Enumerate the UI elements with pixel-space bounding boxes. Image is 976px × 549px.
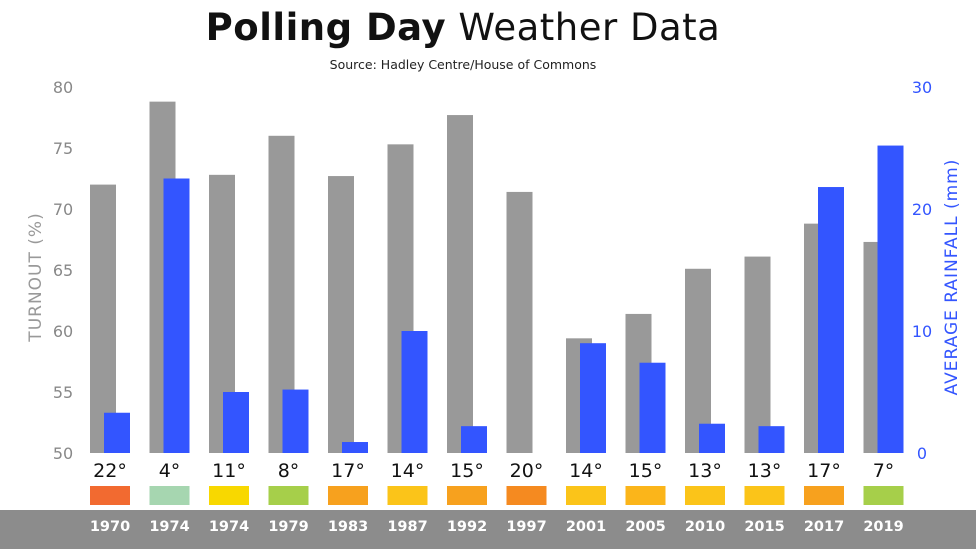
rainfall-bar [104, 412, 130, 453]
year-tick-label: 2019 [863, 519, 903, 535]
left-axis-tick-label: 75 [53, 139, 73, 158]
temperature-swatch [447, 486, 487, 505]
chart-subtitle: Source: Hadley Centre/House of Commons [329, 57, 597, 72]
rainfall-bar [223, 392, 249, 453]
left-axis-tick-label: 65 [53, 261, 73, 280]
left-axis-tick-label: 55 [53, 383, 73, 402]
temperature-label: 13° [688, 460, 722, 482]
year-tick-label: 2010 [685, 519, 725, 535]
temperature-swatch [566, 486, 606, 505]
turnout-bar [328, 176, 354, 453]
temperature-swatch [506, 486, 547, 505]
chart-title-light: Weather Data [458, 6, 721, 49]
temperature-label: 13° [748, 460, 782, 482]
rainfall-bar [461, 426, 487, 453]
temperature-swatch [863, 486, 904, 505]
temperature-swatch [625, 486, 666, 505]
temperature-swatch [744, 486, 785, 505]
rainfall-bar [758, 426, 785, 453]
chart-title: Polling Day Weather Data [0, 6, 926, 49]
left-axis-tick-label: 70 [53, 200, 73, 219]
year-tick-label: 1997 [506, 519, 546, 535]
left-axis-tick-label: 80 [53, 78, 73, 97]
temperature-swatch [804, 486, 844, 505]
temperature-label: 15° [450, 460, 484, 482]
temperature-swatch [90, 486, 130, 505]
left-axis-tick-label: 60 [53, 322, 73, 341]
right-axis-tick-label: 0 [917, 444, 927, 463]
temperature-label: 22° [93, 460, 127, 482]
temperature-swatch [685, 486, 725, 505]
rainfall-bar [639, 362, 666, 453]
temperature-swatch [209, 486, 249, 505]
temperature-swatch [387, 486, 428, 505]
temperature-label: 20° [510, 460, 544, 482]
temperature-label: 17° [331, 460, 365, 482]
temperature-label: 7° [873, 460, 895, 482]
right-axis-tick-label: 10 [912, 322, 932, 341]
temperature-swatch [268, 486, 309, 505]
turnout-bar [447, 115, 473, 453]
rainfall-bar [818, 187, 844, 454]
temperature-label: 4° [159, 460, 181, 482]
year-tick-label: 1983 [328, 519, 368, 535]
right-axis-label: AVERAGE RAINFALL (mm) [942, 159, 962, 396]
rainfall-bar [877, 145, 904, 453]
right-axis-tick-label: 30 [912, 78, 932, 97]
year-tick-label: 1970 [90, 519, 130, 535]
year-tick-label: 1974 [149, 519, 189, 535]
temperature-label: 11° [212, 460, 246, 482]
temperature-label: 14° [391, 460, 425, 482]
turnout-bar [744, 256, 771, 453]
turnout-bar [685, 268, 711, 453]
rainfall-bar [401, 331, 428, 453]
right-axis-tick-label: 20 [912, 200, 932, 219]
rainfall-bar [282, 389, 309, 453]
rainfall-bar [580, 343, 606, 453]
temperature-label: 17° [807, 460, 841, 482]
year-tick-label: 2017 [804, 519, 844, 535]
year-tick-label: 1992 [447, 519, 487, 535]
left-axis-label: TURNOUT (%) [26, 212, 46, 342]
temperature-swatch [328, 486, 368, 505]
year-tick-label: 2001 [566, 519, 606, 535]
year-tick-label: 2005 [625, 519, 665, 535]
temperature-label: 15° [629, 460, 663, 482]
year-tick-label: 1974 [209, 519, 249, 535]
year-tick-label: 1979 [268, 519, 308, 535]
turnout-bar [506, 191, 533, 454]
temperature-swatch [149, 486, 190, 505]
rainfall-bar [342, 442, 368, 453]
temperature-label: 14° [569, 460, 603, 482]
rainfall-bar [163, 178, 190, 453]
left-axis-tick-label: 50 [53, 444, 73, 463]
turnout-bar [90, 184, 116, 453]
chart-title-bold: Polling Day [205, 6, 447, 49]
year-footer-bar [0, 510, 976, 549]
year-tick-label: 1987 [387, 519, 427, 535]
temperature-label: 8° [278, 460, 300, 482]
rainfall-bar [699, 423, 725, 453]
year-tick-label: 2015 [744, 519, 784, 535]
